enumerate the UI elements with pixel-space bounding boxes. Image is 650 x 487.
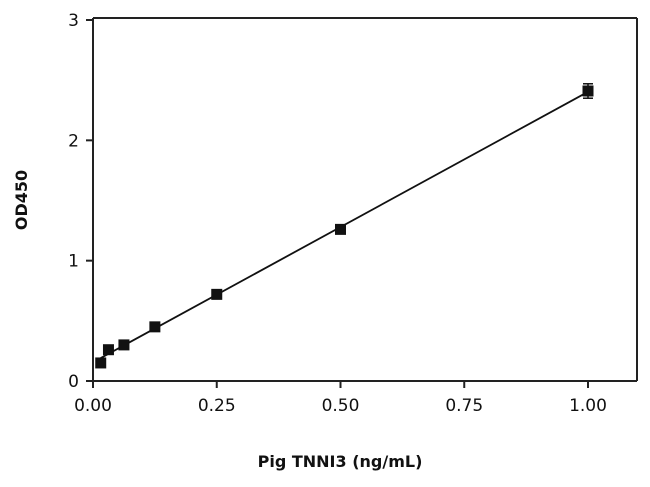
data-point xyxy=(102,344,114,356)
x-tick-label: 1.00 xyxy=(569,396,607,416)
data-point xyxy=(211,288,223,300)
x-tick-label: 0.25 xyxy=(198,396,236,416)
data-point xyxy=(582,85,594,97)
data-point xyxy=(149,321,161,333)
y-tick-label: 1 xyxy=(68,252,79,272)
data-point xyxy=(95,357,107,369)
axes: 0 1 2 3 0.00 0.25 0.50 0.75 1.00 xyxy=(68,11,638,416)
y-axis-label: OD450 xyxy=(12,170,31,230)
x-tick-label: 0.00 xyxy=(74,396,112,416)
y-tick-label: 2 xyxy=(68,131,79,151)
x-axis-label: Pig TNNI3 (ng/mL) xyxy=(258,452,423,471)
data-marks xyxy=(95,83,594,369)
y-tick-label: 3 xyxy=(68,11,79,31)
data-point xyxy=(118,339,130,351)
data-point xyxy=(335,223,346,235)
x-tick-label: 0.75 xyxy=(445,396,483,416)
y-tick-label: 0 xyxy=(68,372,79,392)
x-tick-label: 0.50 xyxy=(322,396,360,416)
